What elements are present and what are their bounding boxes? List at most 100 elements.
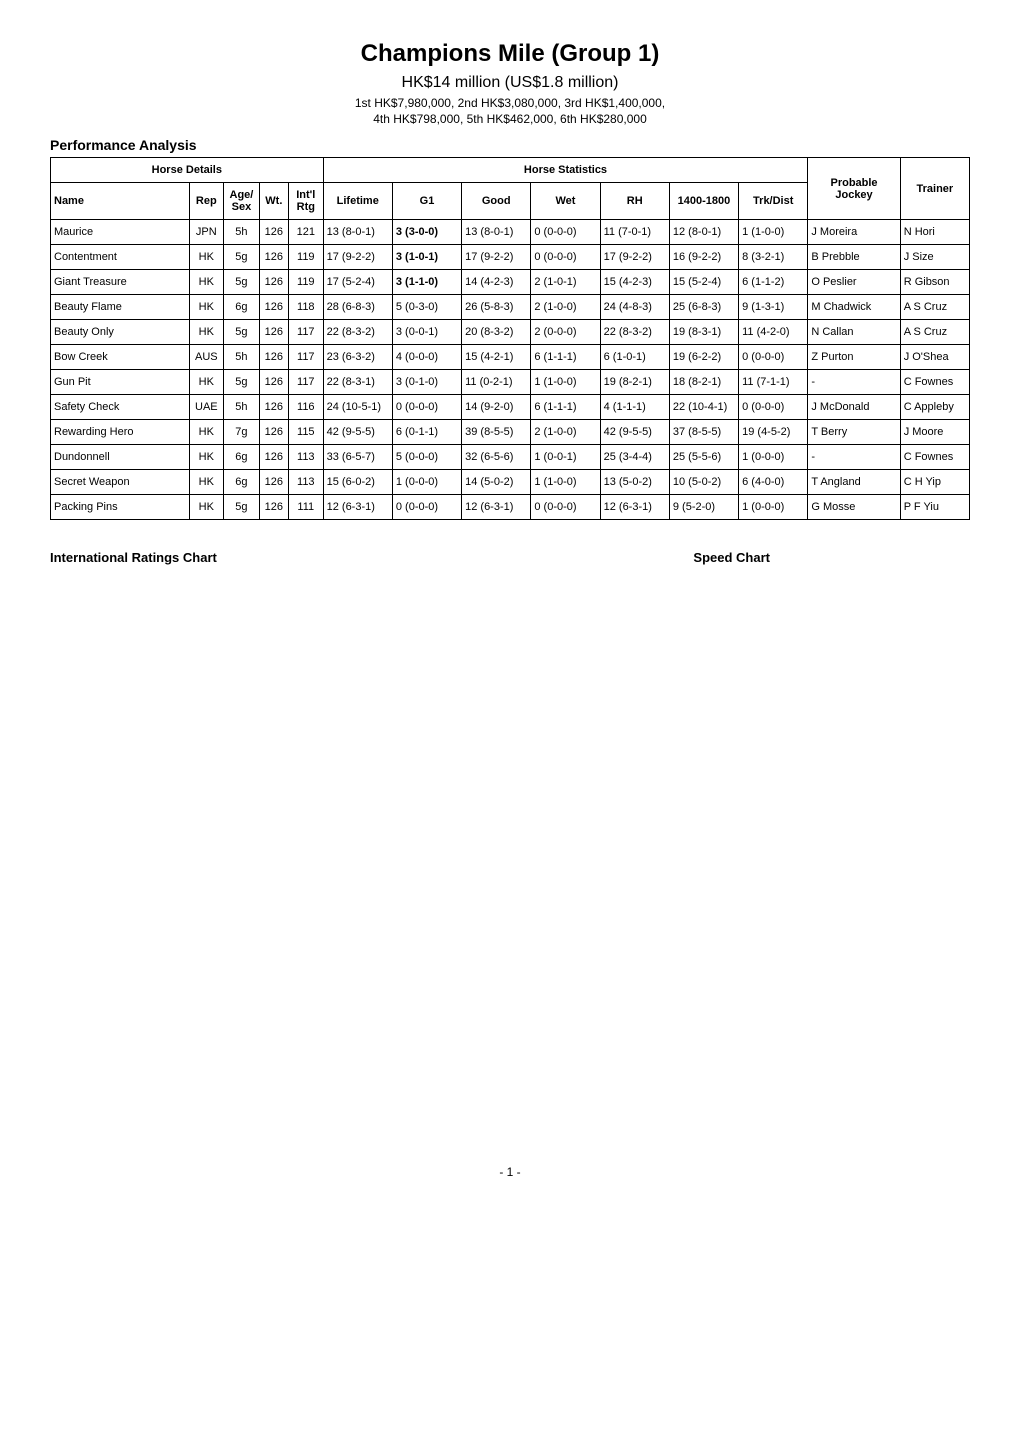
cell-rtg: 117 [288, 320, 323, 345]
cell-rh: 19 (8-2-1) [600, 370, 669, 395]
cell-trainer: C Fownes [900, 370, 969, 395]
performance-table: Horse Details Horse Statistics Probable … [50, 157, 970, 520]
table-row: Secret WeaponHK6g12611315 (6-0-2)1 (0-0-… [51, 470, 970, 495]
page-number: - 1 - [50, 1165, 970, 1179]
cell-trk-dist: 0 (0-0-0) [739, 395, 808, 420]
cell-trk-dist: 11 (7-1-1) [739, 370, 808, 395]
ratings-chart-heading: International Ratings Chart [50, 550, 217, 565]
cell-rh: 17 (9-2-2) [600, 245, 669, 270]
cell-rep: HK [189, 295, 224, 320]
cell-jockey: J Moreira [808, 220, 900, 245]
cell-rtg: 121 [288, 220, 323, 245]
cell-wt: 126 [259, 295, 288, 320]
cell-wet: 2 (1-0-0) [531, 420, 600, 445]
cell-name: Beauty Only [51, 320, 190, 345]
cell-name: Bow Creek [51, 345, 190, 370]
cell-g1: 5 (0-0-0) [392, 445, 461, 470]
cell-g1: 3 (0-0-1) [392, 320, 461, 345]
table-row: Beauty FlameHK6g12611828 (6-8-3)5 (0-3-0… [51, 295, 970, 320]
cell-1400-1800: 10 (5-0-2) [669, 470, 738, 495]
cell-wt: 126 [259, 320, 288, 345]
cell-1400-1800: 16 (9-2-2) [669, 245, 738, 270]
cell-wt: 126 [259, 420, 288, 445]
section-label: Performance Analysis [50, 137, 970, 153]
cell-trainer: J Size [900, 245, 969, 270]
cell-jockey: T Berry [808, 420, 900, 445]
cell-rtg: 119 [288, 245, 323, 270]
cell-1400-1800: 9 (5-2-0) [669, 495, 738, 520]
cell-rtg: 115 [288, 420, 323, 445]
cell-1400-1800: 19 (6-2-2) [669, 345, 738, 370]
cell-g1: 3 (3-0-0) [392, 220, 461, 245]
cell-wet: 6 (1-1-1) [531, 345, 600, 370]
cell-trainer: A S Cruz [900, 320, 969, 345]
cell-trainer: A S Cruz [900, 295, 969, 320]
cell-1400-1800: 37 (8-5-5) [669, 420, 738, 445]
prize-line-1: 1st HK$7,980,000, 2nd HK$3,080,000, 3rd … [50, 96, 970, 112]
cell-rep: HK [189, 370, 224, 395]
cell-jockey: N Callan [808, 320, 900, 345]
cell-jockey: M Chadwick [808, 295, 900, 320]
cell-trk-dist: 1 (0-0-0) [739, 445, 808, 470]
col-group-horse-statistics: Horse Statistics [323, 158, 808, 183]
cell-wet: 0 (0-0-0) [531, 245, 600, 270]
cell-wt: 126 [259, 395, 288, 420]
col-wt: Wt. [259, 183, 288, 220]
charts-row: International Ratings Chart Speed Chart [50, 550, 970, 565]
cell-lifetime: 28 (6-8-3) [323, 295, 392, 320]
cell-trainer: J Moore [900, 420, 969, 445]
cell-lifetime: 12 (6-3-1) [323, 495, 392, 520]
cell-rep: UAE [189, 395, 224, 420]
cell-name: Gun Pit [51, 370, 190, 395]
cell-wet: 1 (0-0-1) [531, 445, 600, 470]
cell-wt: 126 [259, 345, 288, 370]
cell-name: Beauty Flame [51, 295, 190, 320]
cell-lifetime: 15 (6-0-2) [323, 470, 392, 495]
cell-g1: 5 (0-3-0) [392, 295, 461, 320]
cell-g1: 6 (0-1-1) [392, 420, 461, 445]
cell-good: 26 (5-8-3) [462, 295, 531, 320]
cell-good: 15 (4-2-1) [462, 345, 531, 370]
table-row: ContentmentHK5g12611917 (9-2-2)3 (1-0-1)… [51, 245, 970, 270]
cell-lifetime: 42 (9-5-5) [323, 420, 392, 445]
cell-rep: HK [189, 245, 224, 270]
table-row: Bow CreekAUS5h12611723 (6-3-2)4 (0-0-0)1… [51, 345, 970, 370]
cell-trainer: J O'Shea [900, 345, 969, 370]
cell-wt: 126 [259, 270, 288, 295]
cell-rtg: 117 [288, 345, 323, 370]
table-group-header-row: Horse Details Horse Statistics Probable … [51, 158, 970, 183]
cell-age: 5h [224, 395, 260, 420]
cell-g1: 3 (1-1-0) [392, 270, 461, 295]
cell-rh: 11 (7-0-1) [600, 220, 669, 245]
cell-trainer: C H Yip [900, 470, 969, 495]
cell-age: 6g [224, 445, 260, 470]
cell-age: 5g [224, 370, 260, 395]
cell-g1: 1 (0-0-0) [392, 470, 461, 495]
cell-wet: 0 (0-0-0) [531, 495, 600, 520]
cell-jockey: - [808, 445, 900, 470]
cell-trainer: C Appleby [900, 395, 969, 420]
cell-jockey: J McDonald [808, 395, 900, 420]
col-lifetime: Lifetime [323, 183, 392, 220]
cell-age: 6g [224, 295, 260, 320]
col-trk-dist: Trk/Dist [739, 183, 808, 220]
cell-rtg: 111 [288, 495, 323, 520]
cell-wt: 126 [259, 220, 288, 245]
cell-wet: 0 (0-0-0) [531, 220, 600, 245]
cell-g1: 0 (0-0-0) [392, 395, 461, 420]
cell-rh: 6 (1-0-1) [600, 345, 669, 370]
table-row: Beauty OnlyHK5g12611722 (8-3-2)3 (0-0-1)… [51, 320, 970, 345]
cell-rtg: 118 [288, 295, 323, 320]
table-row: Giant TreasureHK5g12611917 (5-2-4)3 (1-1… [51, 270, 970, 295]
table-row: Rewarding HeroHK7g12611542 (9-5-5)6 (0-1… [51, 420, 970, 445]
cell-name: Giant Treasure [51, 270, 190, 295]
cell-name: Rewarding Hero [51, 420, 190, 445]
col-probable-jockey: Probable Jockey [808, 158, 900, 220]
cell-name: Secret Weapon [51, 470, 190, 495]
cell-rep: AUS [189, 345, 224, 370]
cell-rh: 42 (9-5-5) [600, 420, 669, 445]
cell-wet: 6 (1-1-1) [531, 395, 600, 420]
cell-1400-1800: 22 (10-4-1) [669, 395, 738, 420]
cell-g1: 0 (0-0-0) [392, 495, 461, 520]
col-age-sex: Age/ Sex [224, 183, 260, 220]
